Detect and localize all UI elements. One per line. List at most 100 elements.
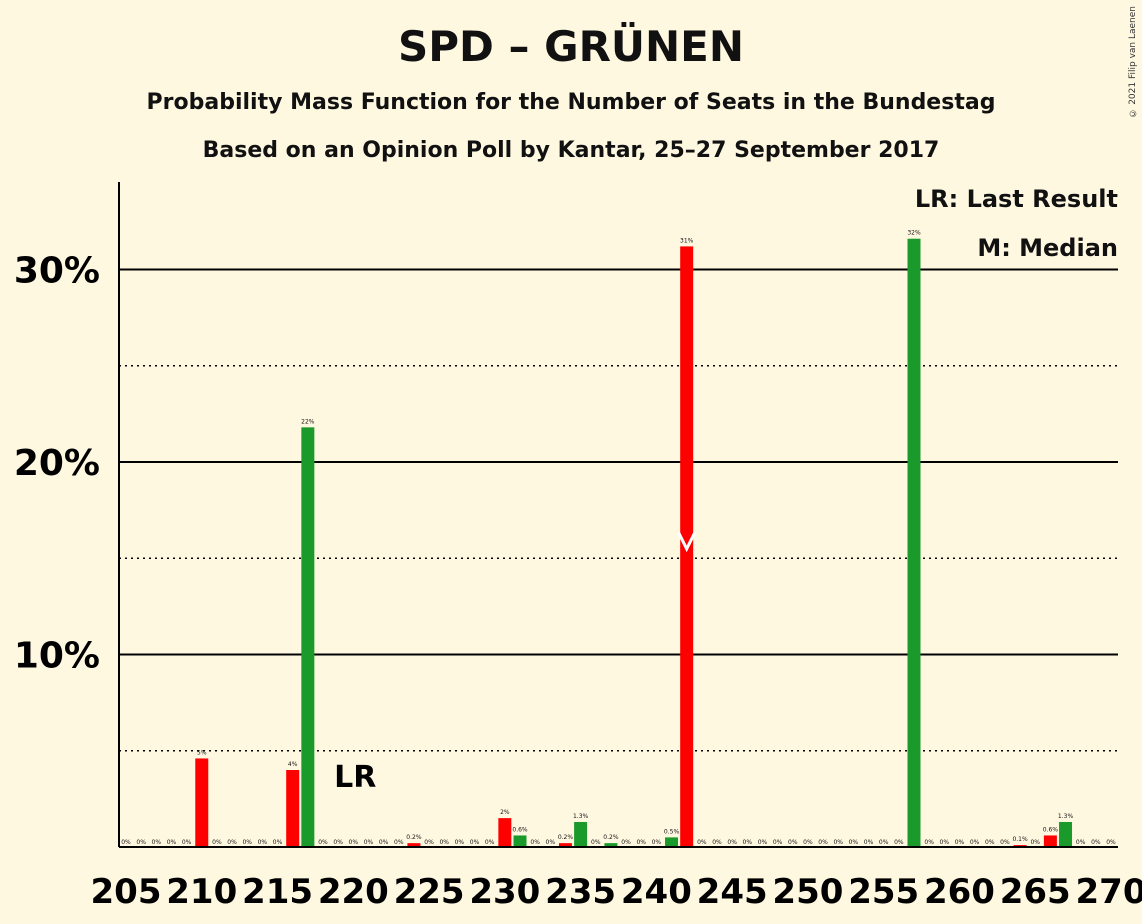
bar-seat-266 — [1043, 835, 1057, 847]
bar-value-label: 0.2% — [603, 834, 619, 841]
bar-value-label: 0% — [697, 839, 707, 846]
bar-value-label: 0% — [833, 839, 843, 846]
legend-median: M: Median — [977, 234, 1118, 262]
bar-value-label: 31% — [680, 237, 694, 244]
bar-value-label: 4% — [288, 761, 298, 768]
x-tick-label: 210 — [166, 872, 237, 912]
bar-value-label: 2% — [500, 809, 510, 816]
y-tick-label: 10% — [14, 636, 100, 677]
bar-value-label: 0.1% — [1012, 836, 1028, 843]
x-tick-label: 235 — [545, 872, 616, 912]
bar-value-label: 0% — [879, 839, 889, 846]
x-tick-label: 215 — [242, 872, 313, 912]
bar-seat-267 — [1059, 821, 1073, 847]
bar-value-label: 0.5% — [664, 828, 680, 835]
x-tick-label: 220 — [318, 872, 389, 912]
x-tick-label: 270 — [1076, 872, 1142, 912]
bar-value-label: 0% — [803, 839, 813, 846]
bar-value-label: 0% — [712, 839, 722, 846]
bar-value-label: 0% — [242, 839, 252, 846]
bar-value-label: 0% — [212, 839, 222, 846]
bar-seat-210 — [195, 758, 209, 847]
x-tick-label: 250 — [772, 872, 843, 912]
bar-value-label: 32% — [907, 230, 921, 237]
bar-value-label: 0% — [152, 839, 162, 846]
bar-seat-230 — [498, 818, 512, 847]
bar-value-label: 0% — [788, 839, 798, 846]
bar-value-label: 0% — [364, 839, 374, 846]
x-tick-label: 260 — [924, 872, 995, 912]
bar-value-label: 0% — [1030, 839, 1040, 846]
bar-value-label: 0% — [318, 839, 328, 846]
bar-value-label: 0% — [652, 839, 662, 846]
bar-value-label: 0% — [985, 839, 995, 846]
x-tick-label: 255 — [848, 872, 919, 912]
x-tick-label: 240 — [621, 872, 692, 912]
bar-value-label: 0% — [1106, 839, 1116, 846]
last-result-label: LR — [334, 760, 376, 795]
bar-value-label: 0.6% — [512, 826, 528, 833]
bar-value-label: 0% — [727, 839, 737, 846]
bar-value-label: 0% — [439, 839, 449, 846]
bar-value-label: 0% — [394, 839, 404, 846]
x-tick-label: 205 — [91, 872, 162, 912]
bar-value-label: 0% — [818, 839, 828, 846]
bar-value-label: 0% — [349, 839, 359, 846]
x-tick-label: 245 — [697, 872, 768, 912]
bar-value-label: 0% — [1000, 839, 1010, 846]
bar-seat-237 — [604, 843, 618, 847]
chart-title: SPD – GRÜNEN — [397, 22, 745, 71]
bar-value-label: 0% — [758, 839, 768, 846]
bar-value-label: 0% — [591, 839, 601, 846]
bar-seat-217 — [301, 427, 315, 847]
x-tick-label: 230 — [469, 872, 540, 912]
bar-value-label: 1.3% — [573, 813, 589, 820]
bar-value-label: 0.2% — [406, 834, 422, 841]
bar-value-label: 0% — [333, 839, 343, 846]
bar-value-label: 0% — [379, 839, 389, 846]
y-tick-label: 30% — [14, 251, 100, 292]
chart-subtitle: Probability Mass Function for the Number… — [146, 90, 996, 115]
chart-subtitle-poll: Based on an Opinion Poll by Kantar, 25–2… — [202, 138, 940, 163]
bar-value-label: 0% — [773, 839, 783, 846]
bar-value-label: 0% — [636, 839, 646, 846]
median-marker — [677, 532, 697, 553]
x-tick-label: 265 — [1000, 872, 1071, 912]
bar-value-label: 0% — [894, 839, 904, 846]
bar-value-label: 0% — [864, 839, 874, 846]
bar-seat-234 — [558, 843, 572, 847]
bar-value-label: 0% — [546, 839, 556, 846]
bar-seat-231 — [513, 835, 527, 847]
bar-value-label: 0% — [182, 839, 192, 846]
legend-last-result: LR: Last Result — [914, 185, 1118, 213]
bar-seat-257 — [907, 238, 921, 847]
bar-value-label: 0% — [849, 839, 859, 846]
bar-value-label: 0% — [1076, 839, 1086, 846]
bar-value-label: 0% — [227, 839, 237, 846]
bar-value-label: 0% — [940, 839, 950, 846]
bar-value-label: 0% — [1091, 839, 1101, 846]
bar-value-label: 1.3% — [1058, 813, 1074, 820]
bar-value-label: 0% — [136, 839, 146, 846]
bar-value-label: 0% — [273, 839, 283, 846]
bar-seat-224 — [407, 843, 421, 847]
bar-value-label: 0% — [743, 839, 753, 846]
y-tick-label: 20% — [14, 443, 100, 484]
bar-value-label: 0% — [530, 839, 540, 846]
bar-value-label: 22% — [301, 418, 315, 425]
bar-value-label: 0.2% — [558, 834, 574, 841]
x-tick-label: 225 — [394, 872, 465, 912]
bar-seat-241 — [665, 837, 679, 847]
bar-value-label: 0% — [470, 839, 480, 846]
bar-value-label: 0% — [455, 839, 465, 846]
bar-value-label: 0% — [258, 839, 268, 846]
bar-value-label: 0% — [121, 839, 131, 846]
bar-value-label: 0% — [485, 839, 495, 846]
bar-value-label: 0% — [424, 839, 434, 846]
bar-seat-216 — [286, 770, 300, 847]
bar-value-label: 0% — [621, 839, 631, 846]
bar-value-label: 0% — [970, 839, 980, 846]
bar-value-label: 0% — [924, 839, 934, 846]
bar-value-label: 5% — [197, 749, 207, 756]
